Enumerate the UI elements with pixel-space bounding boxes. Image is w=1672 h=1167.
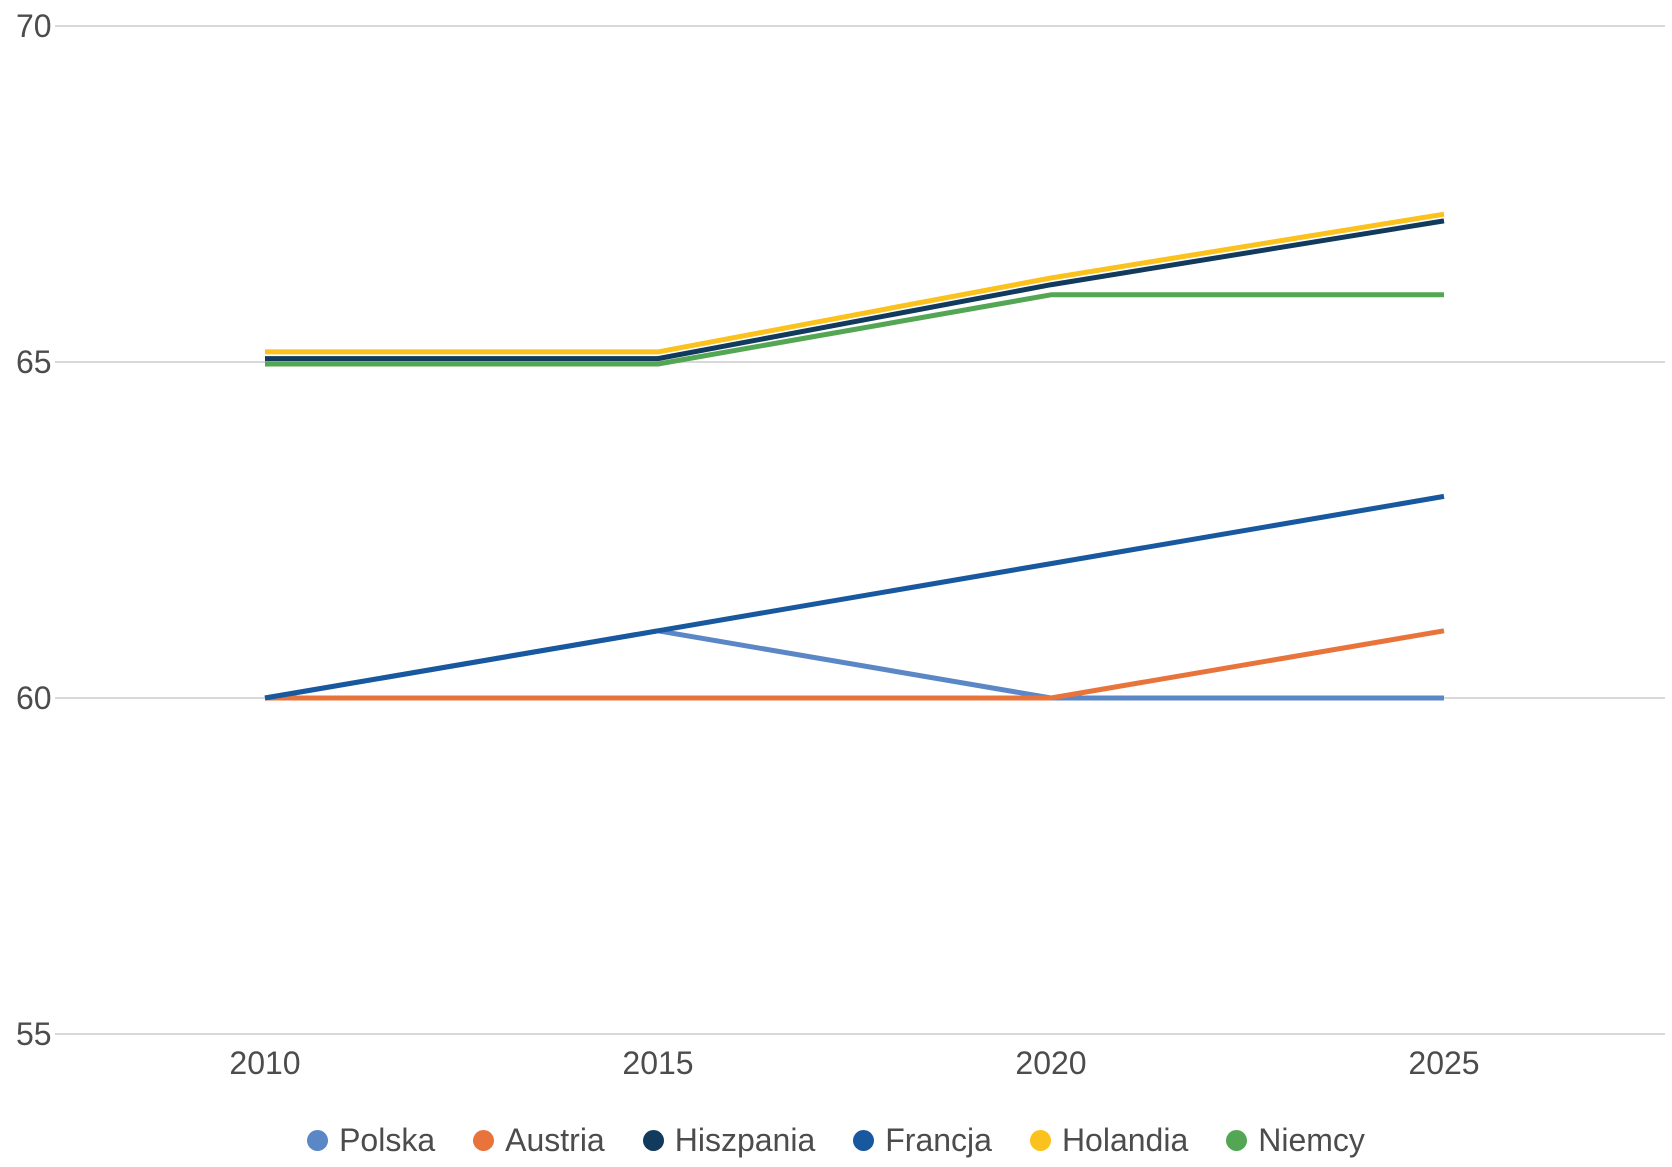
x-axis-tick-2010: 2010: [229, 1045, 301, 1081]
y-axis-tick-65: 65: [16, 344, 52, 380]
legend-label-polska: Polska: [339, 1122, 436, 1158]
legend-item-austria[interactable]: Austria: [473, 1122, 605, 1159]
legend-dot-hiszpania-icon: [642, 1130, 664, 1151]
series-line-niemcy: [265, 292, 1444, 367]
legend-item-niemcy[interactable]: Niemcy: [1226, 1122, 1365, 1159]
legend-dot-niemcy-icon: [1226, 1130, 1248, 1151]
x-axis-tick-2020: 2020: [1015, 1045, 1087, 1081]
legend-label-holandia: Holandia: [1061, 1122, 1189, 1158]
series-line-francja: [264, 493, 1445, 701]
legend-dot-francja-icon: [853, 1130, 875, 1151]
legend-label-austria: Austria: [505, 1122, 605, 1158]
x-axis-tick-2025: 2025: [1408, 1045, 1480, 1081]
legend-dot-holandia-icon: [1029, 1130, 1051, 1151]
legend-item-hiszpania[interactable]: Hiszpania: [642, 1122, 816, 1159]
y-axis-tick-55: 55: [16, 1016, 52, 1052]
legend-label-francja: Francja: [885, 1122, 992, 1158]
x-axis-tick-2015: 2015: [622, 1045, 694, 1081]
legend-item-polska[interactable]: Polska: [307, 1122, 435, 1159]
y-axis-tick-70: 70: [16, 8, 52, 44]
legend-item-holandia[interactable]: Holandia: [1029, 1122, 1189, 1159]
y-axis-tick-60: 60: [16, 680, 52, 716]
legend-item-francja[interactable]: Francja: [853, 1122, 992, 1159]
legend: Polska Austria Hiszpania Francja Holandi…: [0, 1122, 1672, 1159]
legend-dot-polska-icon: [307, 1130, 329, 1151]
series-line-austria: [265, 628, 1445, 701]
series-line-hiszpania: [265, 218, 1445, 362]
series-line-polska: [264, 628, 1444, 701]
legend-label-niemcy: Niemcy: [1258, 1122, 1365, 1158]
legend-label-hiszpania: Hiszpania: [674, 1122, 816, 1158]
series-line-holandia: [265, 211, 1445, 355]
legend-dot-austria-icon: [473, 1130, 495, 1151]
